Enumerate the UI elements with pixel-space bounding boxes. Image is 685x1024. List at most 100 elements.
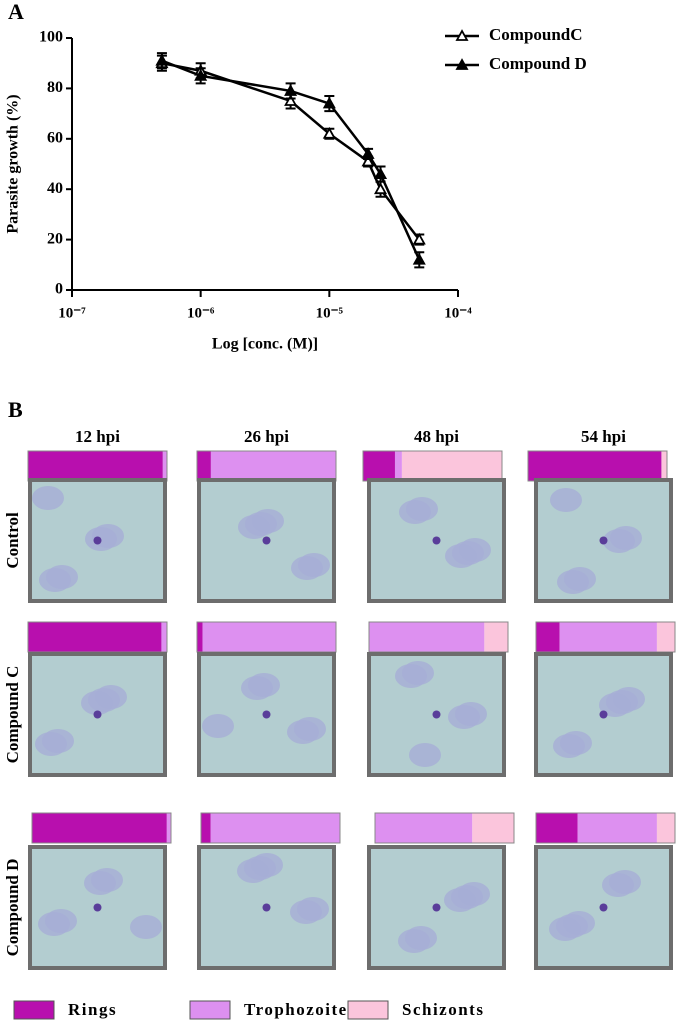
- y-tick-label: 80: [47, 79, 63, 96]
- parasite: [599, 710, 608, 719]
- cell: [91, 868, 123, 892]
- cell: [459, 538, 491, 562]
- y-axis-label: Parasite growth (%): [5, 94, 22, 233]
- parasite: [599, 536, 608, 545]
- cell: [563, 911, 595, 935]
- bar-outline: [535, 812, 676, 844]
- parasite: [432, 903, 441, 912]
- cell: [609, 870, 641, 894]
- cell: [564, 567, 596, 591]
- marker: [155, 53, 169, 66]
- cell: [405, 926, 437, 950]
- bar-segment: [577, 813, 657, 843]
- cell: [610, 526, 642, 550]
- bar-segment: [201, 813, 211, 843]
- bar-segment: [559, 622, 657, 652]
- column-label: 12 hpi: [75, 427, 120, 446]
- x-axis-label: Log [conc. (M)]: [212, 336, 318, 353]
- row-label: Control: [3, 512, 22, 569]
- micrograph: [28, 845, 167, 970]
- cell: [613, 687, 645, 711]
- bar-segment: [210, 813, 340, 843]
- cell: [402, 661, 434, 685]
- parasite: [93, 710, 102, 719]
- y-tick-label: 60: [47, 129, 63, 146]
- marker: [412, 252, 426, 265]
- bar-segment: [472, 813, 514, 843]
- bar-segment: [28, 451, 163, 481]
- row-label: Compound D: [3, 859, 22, 957]
- y-tick-label: 40: [47, 180, 63, 197]
- parasite: [262, 710, 271, 719]
- cell: [248, 673, 280, 697]
- bar-segment: [661, 451, 667, 481]
- legend-marker: [455, 58, 469, 70]
- marker: [284, 94, 298, 106]
- bar-segment: [197, 622, 203, 652]
- cell: [409, 743, 441, 767]
- legend-label: CompoundC: [489, 25, 583, 44]
- bar-segment: [363, 451, 395, 481]
- row-label: Compound C: [3, 666, 22, 764]
- bar-segment: [202, 622, 336, 652]
- cell: [32, 486, 64, 510]
- parasite: [599, 903, 608, 912]
- bar-segment: [528, 451, 662, 481]
- x-tick-label: 10⁻⁵: [316, 305, 344, 321]
- bar-outline: [200, 812, 341, 844]
- marker: [194, 68, 208, 81]
- panel-label: B: [8, 397, 23, 422]
- bar-segment: [197, 451, 211, 481]
- parasite: [93, 903, 102, 912]
- bar-segment: [161, 622, 167, 652]
- cell: [298, 553, 330, 577]
- cell: [130, 915, 162, 939]
- bar-segment: [32, 813, 167, 843]
- panel-label: A: [8, 0, 24, 24]
- column-label: 26 hpi: [244, 427, 289, 446]
- bar-segment: [536, 622, 560, 652]
- legend-label: Compound D: [489, 54, 587, 73]
- bar-outline: [31, 812, 172, 844]
- bar-segment: [28, 622, 162, 652]
- x-tick-label: 10⁻⁴: [444, 305, 472, 321]
- bar-segment: [375, 813, 473, 843]
- marker: [374, 167, 388, 179]
- marker: [322, 96, 336, 109]
- cell: [46, 565, 78, 589]
- marker: [322, 126, 336, 139]
- legend-swatch: [13, 1000, 55, 1020]
- marker: [284, 84, 298, 96]
- marker: [361, 147, 375, 159]
- x-tick-label: 10⁻⁷: [58, 305, 86, 321]
- cell: [297, 897, 329, 921]
- cell: [550, 488, 582, 512]
- y-tick-label: 0: [55, 281, 63, 298]
- column-label: 48 hpi: [414, 427, 459, 446]
- cell: [45, 909, 77, 933]
- cell: [42, 729, 74, 753]
- marker: [374, 182, 388, 195]
- x-tick-label: 10⁻⁶: [187, 305, 215, 321]
- column-label: 54 hpi: [581, 427, 626, 446]
- legend-swatch: [189, 1000, 231, 1020]
- parasite: [262, 536, 271, 545]
- y-tick-label: 20: [47, 230, 63, 247]
- cell: [251, 853, 283, 877]
- legend-marker: [455, 29, 469, 41]
- bar-outline: [374, 812, 515, 844]
- cell: [202, 714, 234, 738]
- parasite: [432, 536, 441, 545]
- micrograph: [197, 478, 336, 603]
- bar-segment: [656, 622, 675, 652]
- bar-segment: [210, 451, 336, 481]
- marker: [412, 232, 426, 245]
- bar-segment: [166, 813, 171, 843]
- y-tick-label: 100: [39, 29, 63, 46]
- legend-label: Rings: [68, 1000, 117, 1019]
- legend-label: Schizonts: [402, 1000, 484, 1019]
- legend-label: Trophozoites: [244, 1000, 356, 1019]
- cell: [95, 685, 127, 709]
- bar-segment: [401, 451, 502, 481]
